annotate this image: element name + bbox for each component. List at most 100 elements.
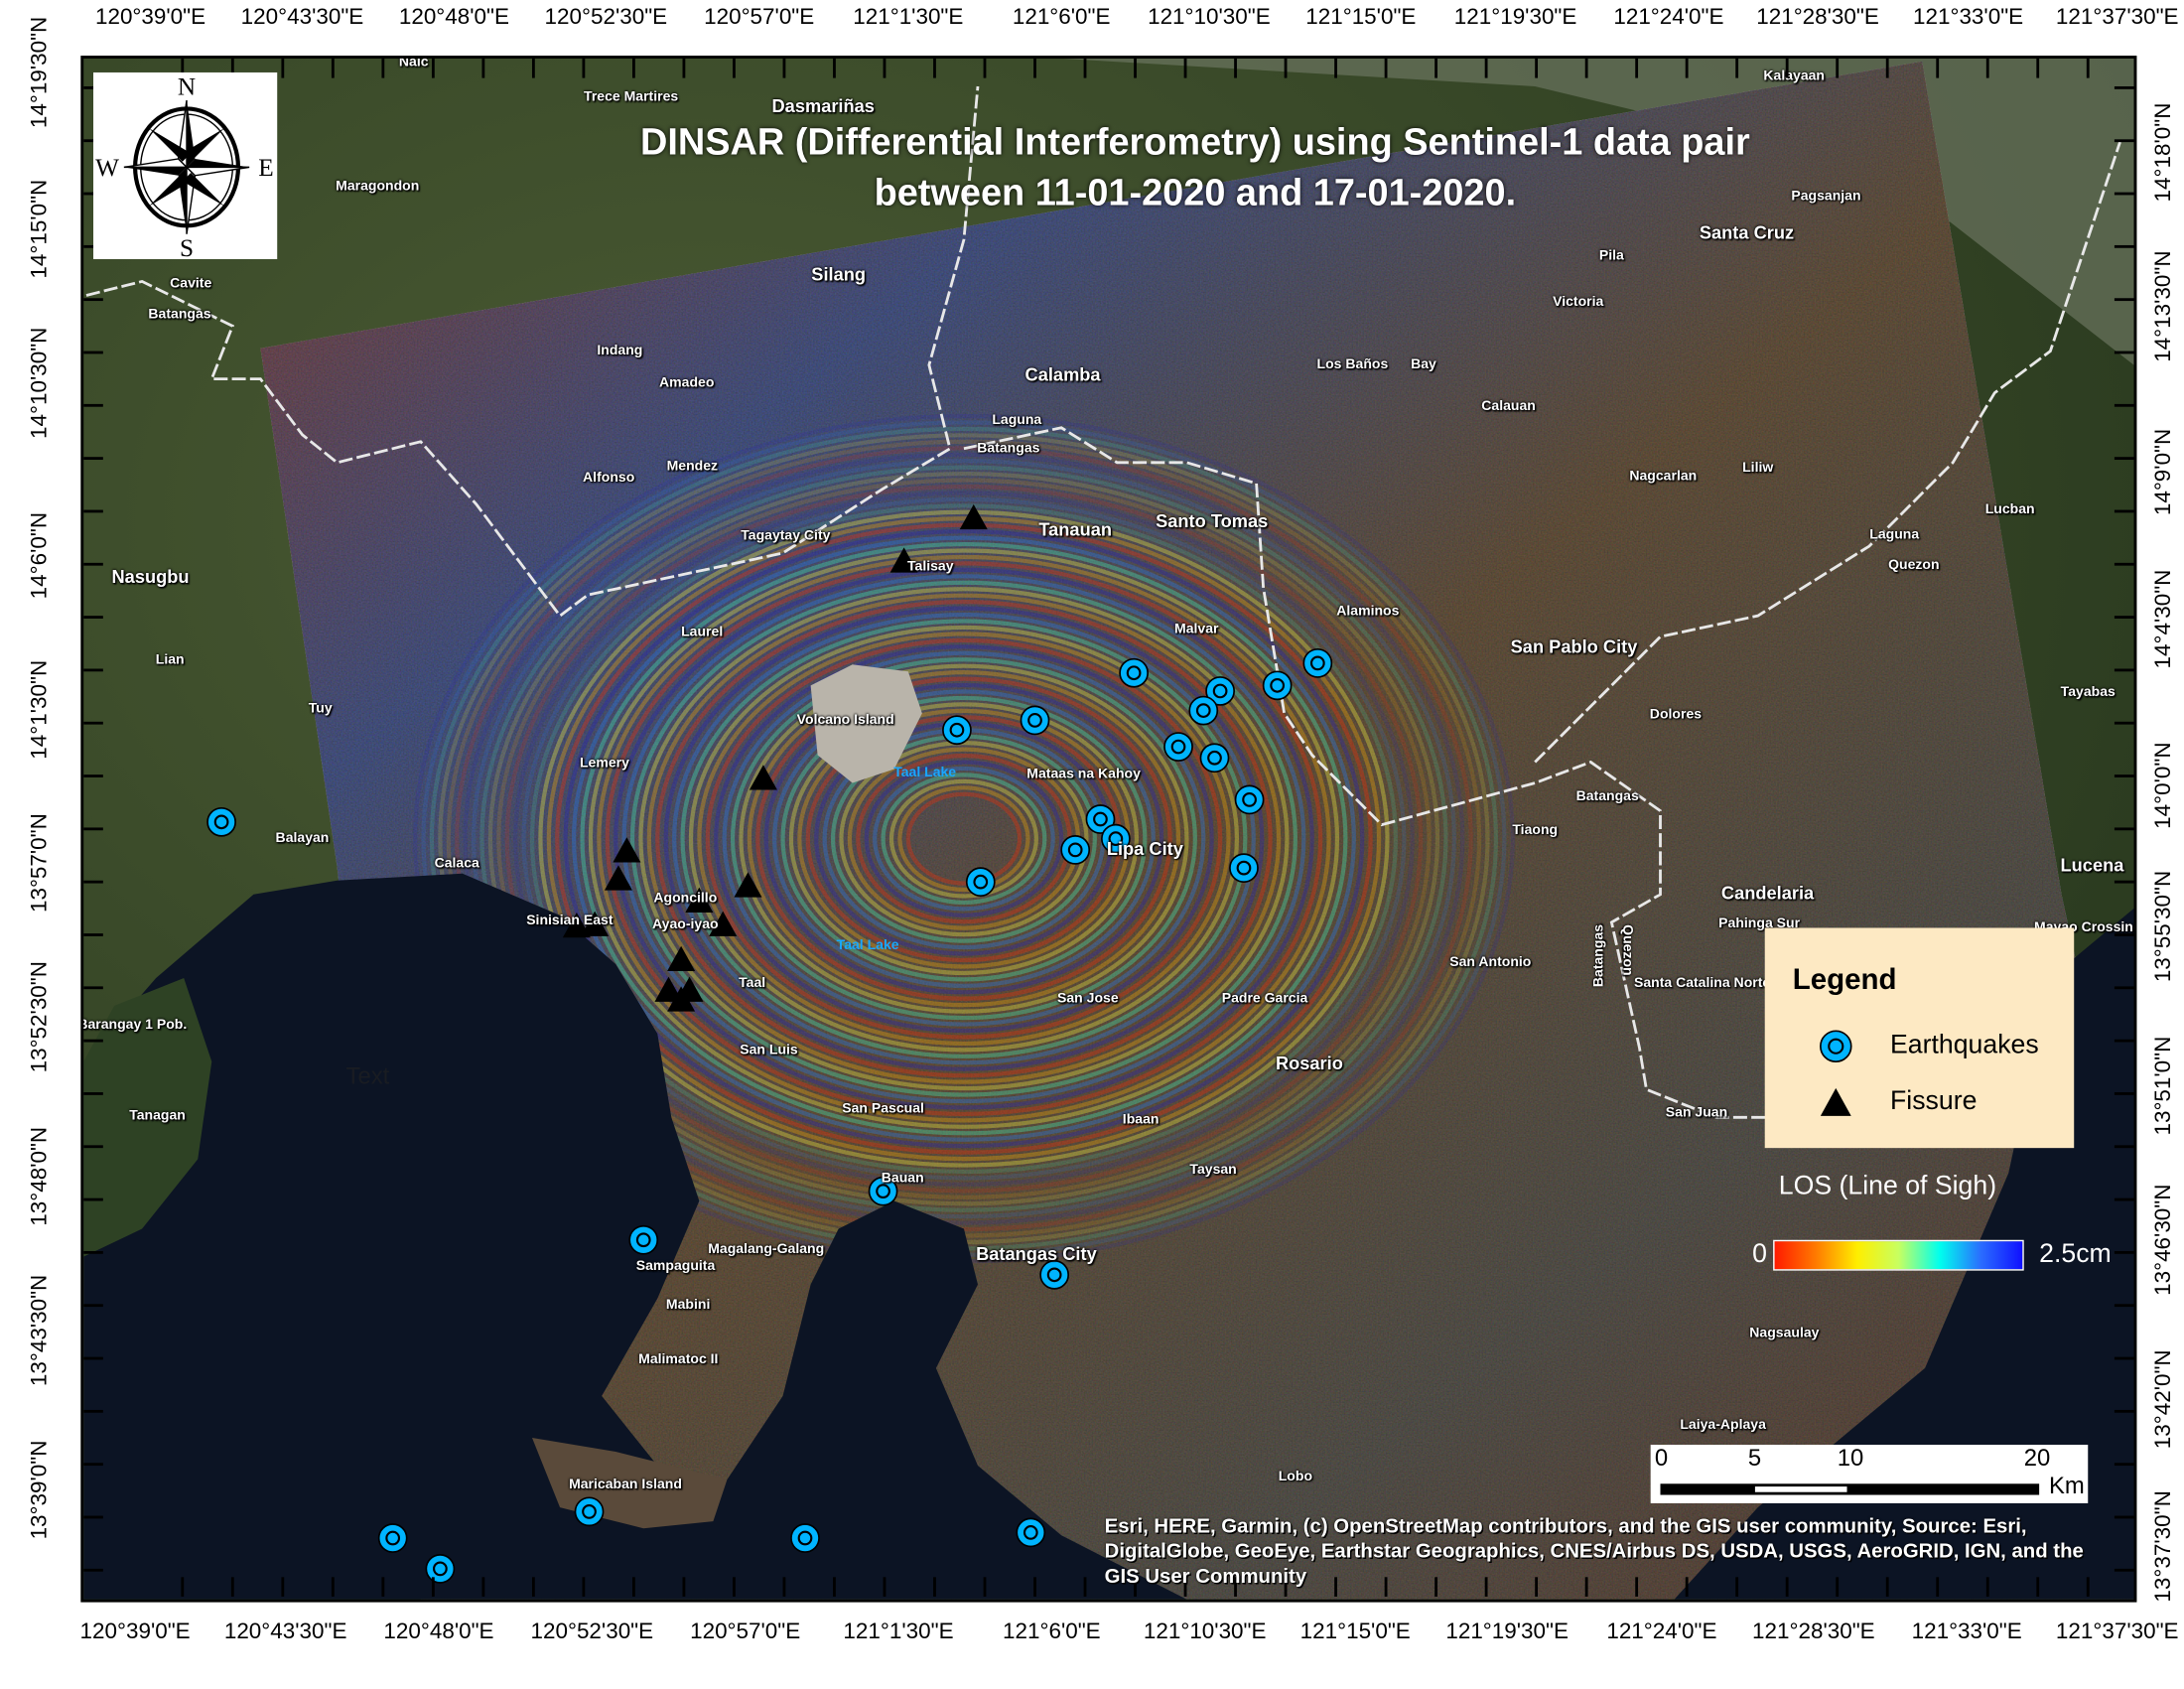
frame-tick xyxy=(1033,58,1036,78)
colorbar-max-label: 2.5cm xyxy=(2039,1239,2112,1270)
fringe xyxy=(680,619,1248,1058)
frame-tick xyxy=(2114,1463,2134,1467)
north-arrow: N S W E xyxy=(93,71,278,262)
map-canvas xyxy=(83,58,2134,1600)
frame-tick xyxy=(1635,1577,1639,1597)
fringe xyxy=(688,625,1240,1053)
frame-tick xyxy=(83,668,103,672)
earthquake-markers xyxy=(206,648,1333,1584)
fringe xyxy=(646,593,1282,1084)
place-label: Balayan xyxy=(275,830,330,847)
scale-bar: 0 5 10 20 Km xyxy=(1650,1445,2089,1503)
longitude-label: 120°48'0"E xyxy=(398,5,509,30)
frame-tick xyxy=(2114,774,2134,777)
place-label: Amadeo xyxy=(659,375,715,391)
fringe xyxy=(755,676,1172,1001)
earthquake-marker xyxy=(1205,676,1235,706)
frame-tick xyxy=(2114,192,2134,196)
place-label: Laguna xyxy=(992,413,1042,429)
place-label: Nasugbu xyxy=(111,566,190,588)
place-label: San Pablo City xyxy=(1510,635,1638,657)
latitude-label: 13°51'0"N xyxy=(2151,1036,2176,1136)
legend-box: Legend Earthquakes Fissure xyxy=(1764,927,2075,1149)
latitude-label: 14°6'0"N xyxy=(28,511,52,600)
frame-tick xyxy=(983,1577,987,1597)
fringe xyxy=(597,554,1331,1123)
place-label: Batangas xyxy=(977,441,1040,457)
latitude-label: 14°13'30"N xyxy=(2151,250,2176,362)
fissure-marker xyxy=(667,945,696,971)
place-label: Magalang-Galang xyxy=(708,1241,825,1258)
compass-west-label: W xyxy=(95,154,119,182)
place-label: Sampaguita xyxy=(635,1258,716,1275)
earthquake-marker xyxy=(790,1523,820,1553)
fissure-marker xyxy=(562,913,591,938)
frame-tick xyxy=(933,1577,936,1597)
frame-tick xyxy=(331,1577,335,1597)
frame-tick xyxy=(1685,1577,1689,1597)
fringe xyxy=(705,637,1223,1040)
latitude-label: 13°57'0"N xyxy=(28,813,52,914)
province-boundary xyxy=(963,141,2121,1119)
frame-tick xyxy=(1785,58,1789,78)
frame-tick xyxy=(2114,457,2134,461)
place-label: Taal xyxy=(739,975,766,992)
place-label: Los Baños xyxy=(1316,356,1389,373)
frame-tick xyxy=(1134,58,1137,78)
earthquake-marker xyxy=(1039,1259,1070,1290)
legend-item-fissure: Fissure xyxy=(1890,1086,1978,1116)
frame-tick xyxy=(1183,58,1187,78)
scale-tick-label: 5 xyxy=(1747,1445,1762,1472)
calatagan-peninsula xyxy=(83,977,212,1257)
latitude-label: 14°9'0"N xyxy=(2151,428,2176,516)
fringe xyxy=(739,663,1189,1014)
fringe xyxy=(614,567,1314,1110)
frame-tick xyxy=(83,933,103,936)
frame-tick xyxy=(1985,1577,1989,1597)
frame-tick xyxy=(2114,509,2134,513)
frame-tick xyxy=(2086,58,2090,78)
earthquake-marker xyxy=(1262,670,1293,701)
frame-tick xyxy=(1484,58,1488,78)
place-label: Barangay 1 Pob. xyxy=(80,1017,188,1034)
frame-tick xyxy=(83,562,103,566)
place-label: Batangas xyxy=(1591,923,1607,988)
fissure-marker xyxy=(959,503,988,530)
frame-tick xyxy=(682,58,686,78)
title-line-2: between 11-01-2020 and 17-01-2020. xyxy=(874,171,1517,213)
place-label: Santo Tomas xyxy=(1156,510,1269,532)
place-label: Silang xyxy=(811,263,867,285)
frame-tick xyxy=(531,1577,535,1597)
frame-tick xyxy=(83,1304,103,1308)
place-label: Taysan xyxy=(1189,1162,1237,1179)
fringe xyxy=(496,478,1432,1199)
place-label: Agoncillo xyxy=(653,891,718,907)
fissure-marker xyxy=(581,911,610,936)
frame-tick xyxy=(281,1577,285,1597)
frame-tick xyxy=(1183,1577,1187,1597)
place-label: Bauan xyxy=(881,1171,924,1187)
place-label: Pagsanjan xyxy=(1791,189,1861,205)
scale-bar-black xyxy=(1660,1483,2040,1495)
earthquake-marker xyxy=(1119,657,1149,688)
frame-tick xyxy=(782,58,786,78)
place-label: San Luis xyxy=(740,1043,798,1058)
longitude-label: 120°43'30"E xyxy=(240,5,364,30)
fringe xyxy=(772,689,1156,988)
frame-tick xyxy=(230,1577,234,1597)
longitude-label: 120°57'0"E xyxy=(690,1619,801,1644)
frame-tick xyxy=(83,1039,103,1043)
fringe xyxy=(463,452,1465,1225)
frame-tick xyxy=(83,1568,103,1572)
frame-tick xyxy=(2086,1577,2090,1597)
latitude-label: 14°19'30"N xyxy=(28,16,52,129)
fissure-marker xyxy=(654,976,683,1002)
attribution-text: Esri, HERE, Garmin, (c) OpenStreetMap co… xyxy=(1104,1515,2084,1589)
fissure-marker xyxy=(604,865,633,891)
place-label: Pahinga Sur xyxy=(1718,915,1801,931)
place-label: Indang xyxy=(597,343,643,359)
frame-tick xyxy=(1635,58,1639,78)
place-label: Calaca xyxy=(434,856,479,872)
place-label: Batangas xyxy=(148,307,211,323)
earthquake-marker xyxy=(628,1224,659,1255)
